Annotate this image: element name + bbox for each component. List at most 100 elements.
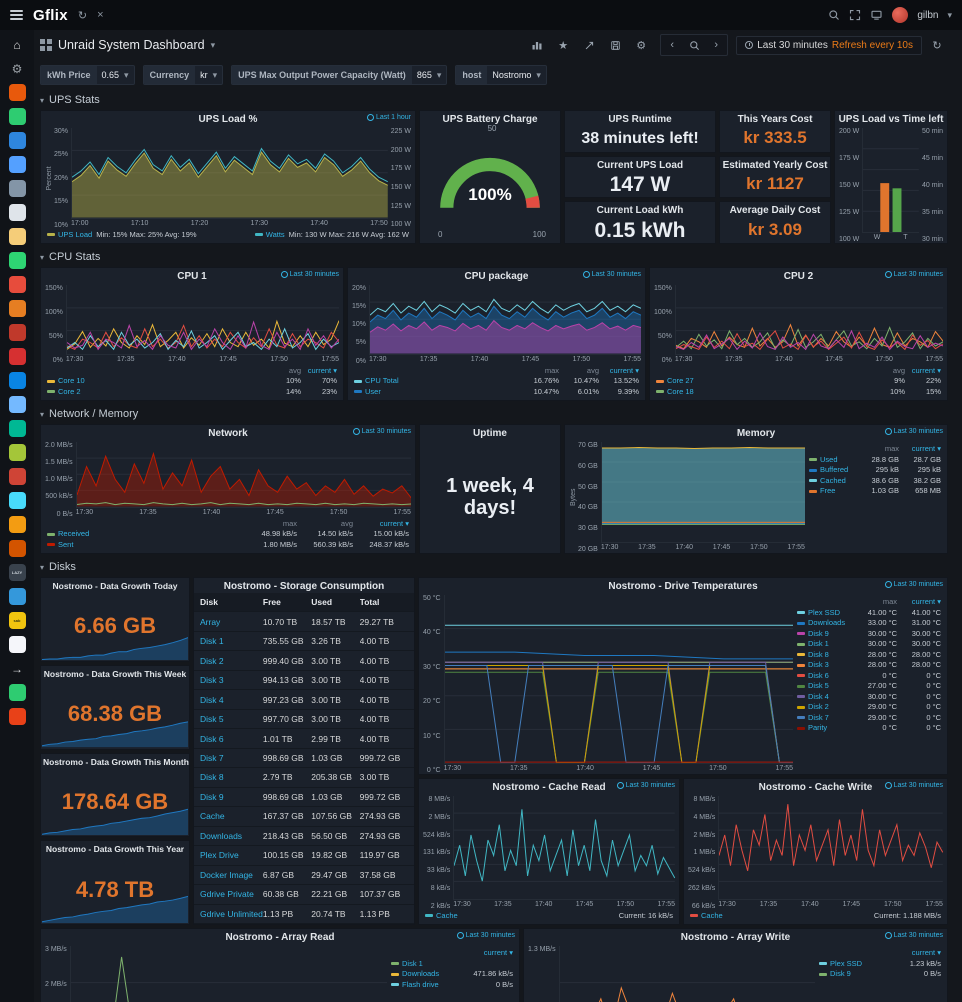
legend-column-header[interactable]: avg xyxy=(288,365,301,375)
time-range-badge[interactable]: Last 1 hour xyxy=(367,114,411,121)
series-name[interactable]: Cache xyxy=(701,910,723,920)
app-shortcut-4-icon[interactable] xyxy=(8,156,26,173)
panel-title[interactable]: UPS Load vs Time left xyxy=(838,114,944,125)
series-name[interactable]: Downloads xyxy=(808,618,846,627)
app-shortcut-13-icon[interactable] xyxy=(8,420,26,437)
series-name[interactable]: Parity xyxy=(808,723,828,732)
chart[interactable] xyxy=(71,128,388,219)
legend-column-header[interactable]: max xyxy=(882,597,897,606)
lazy-librarian-icon[interactable]: LAZY xyxy=(8,564,26,581)
series-name[interactable]: Plex SSD xyxy=(830,958,863,968)
disk-name[interactable]: Gdrive Private xyxy=(200,889,254,900)
logout-icon[interactable]: → xyxy=(11,661,23,676)
time-range-badge[interactable]: Last 30 minutes xyxy=(885,782,943,789)
sabnzbd-icon[interactable]: sab xyxy=(8,612,26,629)
app-shortcut-2-icon[interactable] xyxy=(8,108,26,125)
variable-value[interactable]: kr xyxy=(200,70,208,80)
chevron-down-icon[interactable]: ▾ xyxy=(210,39,216,50)
legend-column-header[interactable]: current ▾ xyxy=(911,365,941,375)
bar-chart[interactable] xyxy=(862,128,919,233)
app-shortcut-6-icon[interactable] xyxy=(8,252,26,269)
series-name[interactable]: Cache xyxy=(436,910,458,920)
settings-icon[interactable]: ⚙ xyxy=(630,35,652,55)
series-name[interactable]: UPS Load xyxy=(58,229,93,239)
chart[interactable] xyxy=(674,285,943,355)
app-shortcut-16-icon[interactable] xyxy=(8,492,26,509)
chart[interactable] xyxy=(600,442,805,543)
add-panel-icon[interactable] xyxy=(526,35,548,55)
panel-title[interactable]: This Years Cost xyxy=(737,114,813,125)
panel-title[interactable]: CPU package xyxy=(464,271,529,282)
time-range-badge[interactable]: Last 30 minutes xyxy=(583,271,641,278)
star-icon[interactable]: ★ xyxy=(552,35,574,55)
app-shortcut-5-icon[interactable] xyxy=(8,228,26,245)
legend-column-header[interactable]: max xyxy=(884,444,899,453)
legend-column-header[interactable]: current ▾ xyxy=(609,365,639,375)
legend-column-header[interactable]: avg xyxy=(586,365,599,375)
save-icon[interactable] xyxy=(604,35,626,55)
disk-name[interactable]: Gdrive Unlimited xyxy=(200,908,263,919)
series-name[interactable]: Core 2 xyxy=(58,386,81,396)
series-name[interactable]: Disk 5 xyxy=(808,681,829,690)
disk-name[interactable]: Disk 5 xyxy=(200,714,224,725)
app-shortcut-8-icon[interactable] xyxy=(8,300,26,317)
panel-title[interactable]: UPS Load % xyxy=(198,114,258,125)
series-name[interactable]: Used xyxy=(820,454,838,464)
panel-title[interactable]: Nostromo - Array Write xyxy=(680,932,791,943)
chevron-down-icon[interactable]: ▾ xyxy=(436,69,442,80)
series-name[interactable]: Disk 8 xyxy=(808,649,829,659)
time-range-picker[interactable]: Last 30 minutes Refresh every 10s xyxy=(736,35,922,55)
app-shortcut-17-icon[interactable] xyxy=(8,516,26,533)
series-name[interactable]: Received xyxy=(58,529,90,538)
panel-title[interactable]: Estimated Yearly Cost xyxy=(722,159,828,171)
legend-column-header[interactable]: max xyxy=(544,365,559,375)
legend-column-header[interactable]: avg xyxy=(892,365,905,375)
chart[interactable] xyxy=(65,285,339,355)
disk-name[interactable]: Disk 3 xyxy=(200,675,224,686)
refresh-icon[interactable]: ↻ xyxy=(926,35,948,55)
series-name[interactable]: Disk 3 xyxy=(808,660,829,669)
variable-value[interactable]: 0.65 xyxy=(101,70,120,80)
panel-title[interactable]: Nostromo - Storage Consumption xyxy=(223,581,385,592)
series-name[interactable]: Disk 1 xyxy=(402,958,423,968)
series-name[interactable]: Cached xyxy=(820,475,846,485)
series-name[interactable]: User xyxy=(365,386,381,396)
panel-title[interactable]: Uptime xyxy=(473,428,507,439)
app-shortcut-7-icon[interactable] xyxy=(8,276,26,293)
series-name[interactable]: Plex SSD xyxy=(808,607,841,617)
panel-title[interactable]: Nostromo - Data Growth This Week xyxy=(43,668,187,679)
panel-title[interactable]: Nostromo - Array Read xyxy=(225,932,335,943)
series-name[interactable]: Sent xyxy=(58,539,74,549)
time-forward-icon[interactable]: › xyxy=(705,35,727,55)
brand[interactable]: Gflix xyxy=(33,6,68,24)
panel-title[interactable]: Current UPS Load xyxy=(596,159,684,171)
time-range-badge[interactable]: Last 30 minutes xyxy=(617,782,675,789)
settings-icon[interactable]: ⚙ xyxy=(11,61,23,76)
app-shortcut-19-icon[interactable] xyxy=(8,588,26,605)
series-name[interactable]: Downloads xyxy=(402,969,440,978)
legend-column-header[interactable]: current ▾ xyxy=(307,365,337,375)
disk-name[interactable]: Disk 9 xyxy=(200,791,224,802)
home-icon[interactable]: ⌂ xyxy=(13,37,21,52)
app-shortcut-14-icon[interactable] xyxy=(8,444,26,461)
app-shortcut-18-icon[interactable] xyxy=(8,540,26,557)
disk-name[interactable]: Docker Image xyxy=(200,869,253,880)
app-shortcut-21-icon[interactable] xyxy=(8,708,26,725)
app-shortcut-11-icon[interactable] xyxy=(8,372,26,389)
tv-mode-icon[interactable] xyxy=(870,9,883,21)
app-shortcut-3-icon[interactable] xyxy=(8,132,26,149)
disk-name[interactable]: Disk 1 xyxy=(200,636,224,647)
time-range-badge[interactable]: Last 30 minutes xyxy=(885,581,943,588)
series-name[interactable]: Disk 6 xyxy=(808,670,829,680)
refresh-interval-label[interactable]: Refresh every 10s xyxy=(831,39,913,51)
column-header[interactable]: Disk xyxy=(200,597,218,608)
panel-title[interactable]: Nostromo - Drive Temperatures xyxy=(608,581,758,592)
fullscreen-icon[interactable] xyxy=(849,9,861,21)
zoom-out-icon[interactable] xyxy=(683,35,705,55)
panel-title[interactable]: Nostromo - Cache Read xyxy=(492,782,606,793)
series-name[interactable]: Disk 7 xyxy=(808,712,829,722)
series-name[interactable]: Disk 2 xyxy=(808,702,829,711)
panel-title[interactable]: CPU 2 xyxy=(783,271,814,282)
panel-title[interactable]: Memory xyxy=(736,428,776,439)
column-header[interactable]: Used xyxy=(311,597,333,608)
